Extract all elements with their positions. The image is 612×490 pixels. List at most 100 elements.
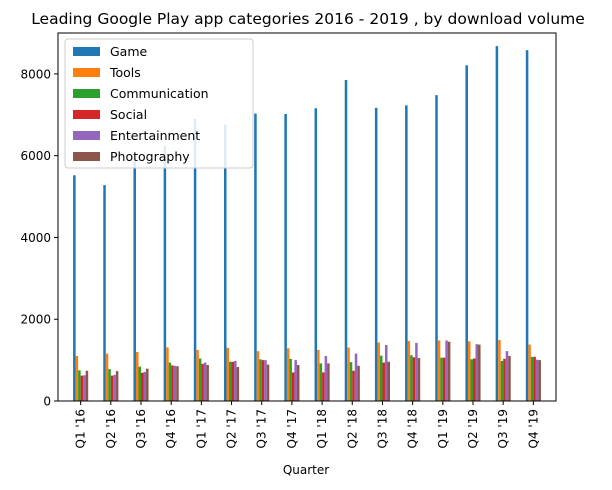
bar-tools-0 — [75, 356, 79, 401]
bar-communication-15 — [530, 356, 534, 401]
bar-entertainment-4 — [203, 362, 207, 401]
bar-game-6 — [254, 113, 257, 402]
bar-tools-1 — [105, 353, 109, 401]
bar-game-5 — [224, 124, 227, 401]
bar-game-7 — [284, 113, 287, 402]
bar-entertainment-13 — [475, 344, 479, 401]
y-tick-label: 8000 — [20, 67, 51, 81]
bar-communication-9 — [349, 362, 353, 401]
bar-social-5 — [231, 361, 235, 401]
bar-tools-5 — [226, 347, 230, 401]
legend-label-entertainment: Entertainment — [110, 128, 200, 143]
bar-social-13 — [473, 358, 476, 401]
bar-communication-4 — [198, 358, 202, 401]
bar-entertainment-0 — [83, 375, 86, 401]
legend-label-communication: Communication — [110, 86, 209, 101]
x-tick-label: Q2 '16 — [104, 409, 118, 448]
bar-game-13 — [465, 65, 468, 402]
bar-social-2 — [141, 372, 144, 401]
bar-photography-6 — [266, 364, 270, 401]
bar-entertainment-3 — [173, 365, 177, 401]
bar-tools-7 — [286, 348, 290, 401]
bar-entertainment-6 — [264, 360, 267, 401]
bar-game-12 — [435, 95, 438, 402]
x-axis-label: Quarter — [283, 463, 329, 477]
y-tick-label: 4000 — [20, 231, 51, 245]
bar-photography-9 — [357, 365, 360, 401]
bar-communication-5 — [229, 361, 232, 401]
bar-photography-3 — [176, 366, 179, 401]
bar-tools-9 — [347, 347, 350, 401]
bar-tools-14 — [498, 340, 501, 401]
bar-entertainment-10 — [384, 344, 388, 401]
bar-communication-7 — [289, 358, 292, 401]
legend-label-social: Social — [110, 107, 147, 122]
bar-photography-1 — [115, 371, 119, 401]
x-tick-label: Q3 '17 — [255, 409, 269, 448]
bar-communication-13 — [470, 359, 473, 401]
bar-communication-8 — [319, 363, 323, 401]
bar-game-2 — [133, 158, 136, 401]
legend: Game Tools Communication Social Entertainmen… — [64, 38, 254, 169]
bars-group — [73, 46, 541, 402]
y-tick-label: 6000 — [20, 149, 51, 163]
legend-swatch-communication — [73, 89, 100, 98]
x-tick-label: Q1 '18 — [315, 409, 329, 448]
bar-tools-6 — [256, 351, 260, 401]
bar-tools-13 — [467, 341, 471, 401]
x-tick-label: Q1 '16 — [74, 409, 88, 448]
bar-tools-4 — [196, 349, 199, 401]
bar-entertainment-14 — [505, 351, 509, 401]
bar-entertainment-11 — [415, 342, 418, 401]
bar-social-9 — [352, 370, 355, 401]
x-tick-label: Q3 '18 — [375, 409, 389, 448]
bar-photography-10 — [387, 361, 390, 401]
y-tick-label: 0 — [43, 395, 51, 409]
bar-game-8 — [314, 108, 318, 402]
bar-photography-15 — [538, 360, 541, 401]
bar-communication-3 — [168, 362, 172, 401]
bar-social-7 — [291, 372, 295, 401]
x-tick-label: Q2 '19 — [466, 409, 480, 448]
bar-entertainment-2 — [143, 371, 147, 401]
bar-social-12 — [442, 357, 446, 401]
bar-entertainment-9 — [354, 353, 358, 401]
bar-tools-11 — [407, 340, 411, 401]
x-tick-label: Q4 '16 — [164, 409, 178, 448]
legend-swatch-tools — [73, 68, 100, 77]
x-tick-label: Q4 '17 — [285, 409, 299, 448]
legend-swatch-photography — [73, 152, 100, 161]
bar-game-1 — [103, 185, 106, 401]
legend-label-photography: Photography — [110, 149, 190, 164]
bar-entertainment-5 — [234, 360, 237, 401]
bar-social-3 — [171, 365, 174, 401]
bar-entertainment-1 — [113, 374, 116, 401]
bar-communication-11 — [410, 355, 413, 401]
x-tick-label: Q2 '18 — [345, 409, 359, 448]
y-axis: 0 2000 4000 6000 8000 — [20, 67, 58, 409]
legend-swatch-social — [73, 110, 100, 119]
bar-communication-12 — [440, 357, 443, 401]
bar-social-11 — [412, 357, 416, 401]
bar-photography-8 — [327, 363, 330, 401]
bar-social-14 — [503, 358, 506, 401]
bar-tools-2 — [135, 351, 139, 401]
legend-label-game: Game — [110, 44, 148, 59]
bar-communication-1 — [108, 369, 111, 401]
bar-game-14 — [495, 46, 499, 401]
bar-photography-4 — [206, 365, 209, 401]
y-tick-label: 2000 — [20, 313, 51, 327]
legend-box — [64, 38, 254, 169]
bar-social-15 — [533, 356, 536, 401]
bar-photography-0 — [85, 370, 89, 401]
legend-swatch-entertainment — [73, 131, 100, 140]
x-tick-label: Q4 '18 — [406, 409, 420, 448]
bar-communication-14 — [500, 360, 504, 401]
chart-title: Leading Google Play app categories 2016 … — [31, 10, 585, 28]
bar-game-9 — [344, 80, 348, 402]
bar-game-4 — [193, 118, 197, 402]
plot-frame — [57, 32, 557, 402]
bar-photography-12 — [447, 341, 451, 401]
